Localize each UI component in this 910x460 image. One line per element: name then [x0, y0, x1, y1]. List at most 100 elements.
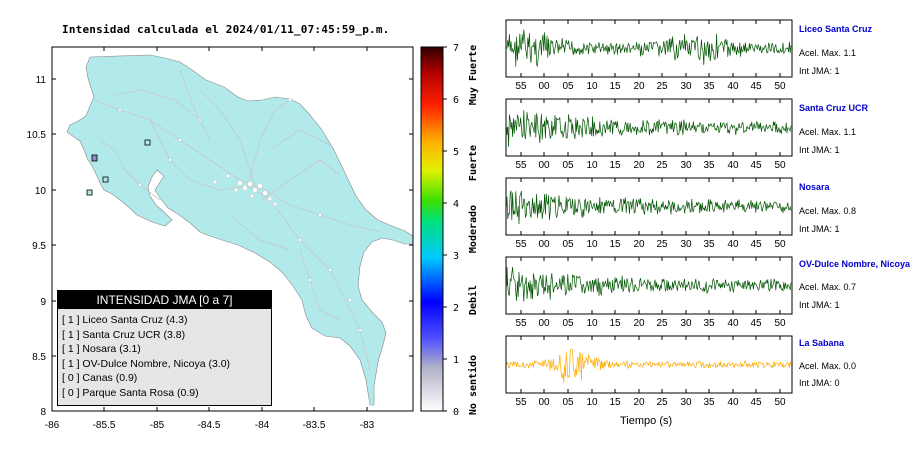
time-tick-label: 10 — [586, 239, 598, 250]
time-tick-label: 20 — [633, 239, 645, 250]
time-tick-label: 05 — [562, 160, 574, 171]
time-tick-label: 10 — [586, 81, 598, 92]
time-tick-label: 45 — [750, 239, 762, 250]
time-tick-label: 15 — [609, 397, 621, 408]
colorbar-category-label: Fuerte — [468, 145, 479, 181]
map-x-axis: -86 -85.5 -85 -84.5 -84 -83.5 -83 — [45, 47, 375, 431]
time-tick-label: 30 — [680, 81, 692, 92]
time-tick-label: 35 — [703, 81, 715, 92]
time-tick-label: 25 — [656, 239, 668, 250]
time-tick-label: 30 — [680, 160, 692, 171]
time-tick-label: 35 — [703, 239, 715, 250]
time-tick-label: 50 — [774, 160, 786, 171]
time-tick-label: 00 — [538, 160, 550, 171]
time-tick-label: 45 — [750, 81, 762, 92]
map-frame — [51, 46, 414, 412]
time-tick-label: 55 — [515, 318, 527, 329]
station-max-accel: Acel. Max. 0.8 — [799, 206, 857, 216]
colorbar-tick-label: 6 — [453, 95, 459, 106]
waveform-panel: 55 00 05 10 15 20 25 30 35 40 45 50 — [505, 19, 793, 92]
time-tick-label: 15 — [609, 81, 621, 92]
colorbar-labels: No sentido Debil Moderado Fuerte Muy Fuerte — [467, 45, 479, 415]
map-y-tick-label: 11 — [36, 75, 47, 86]
time-tick-label: 55 — [515, 160, 527, 171]
station-name: Santa Cruz UCR — [799, 103, 869, 113]
time-tick-label: 25 — [656, 318, 668, 329]
colorbar-category-label: Debil — [467, 285, 479, 315]
station-marker-canas — [144, 139, 151, 146]
colorbar-tick-label: 3 — [453, 251, 459, 262]
time-tick-label: 15 — [609, 239, 621, 250]
map-x-tick-label: -84.5 — [198, 420, 221, 431]
waveform-trace — [506, 29, 792, 67]
time-tick-label: 20 — [633, 318, 645, 329]
map-x-tick-label: -83.5 — [303, 420, 326, 431]
colorbar-ticks: 0 1 2 3 4 5 6 7 — [443, 43, 459, 418]
time-tick-label: 35 — [703, 397, 715, 408]
colorbar-tick-label: 7 — [453, 43, 459, 54]
land-shape — [66, 54, 413, 406]
colorbar-category-label: No sentido — [467, 355, 479, 415]
time-tick-label: 00 — [538, 81, 550, 92]
map-title: Intensidad calculada el 2024/01/11_07:45… — [62, 23, 390, 36]
station-jma-intensity: Int JMA: 0 — [799, 378, 840, 388]
waveform-trace — [506, 266, 792, 302]
intensity-colorbar — [420, 46, 444, 412]
time-tick-label: 35 — [703, 160, 715, 171]
legend-row: [ 1 ] Liceo Santa Cruz (4.3) — [62, 314, 188, 326]
time-tick-label: 45 — [750, 160, 762, 171]
time-tick-label: 50 — [774, 318, 786, 329]
time-tick-label: 10 — [586, 397, 598, 408]
station-marker-santa-cruz — [91, 154, 98, 162]
time-tick-label: 35 — [703, 318, 715, 329]
time-tick-label: 55 — [515, 81, 527, 92]
time-axis-label: Tiempo (s) — [620, 415, 673, 427]
waveform-trace — [506, 348, 792, 383]
time-tick-label: 45 — [750, 397, 762, 408]
colorbar-tick-label: 1 — [453, 355, 459, 366]
time-tick-label: 25 — [656, 160, 668, 171]
legend-row: [ 0 ] Parque Santa Rosa (0.9) — [62, 386, 199, 399]
map-x-tick-label: -83 — [360, 420, 375, 431]
station-jma-intensity: Int JMA: 1 — [799, 300, 840, 310]
legend-row: [ 1 ] OV-Dulce Nombre, Nicoya (3.0) — [62, 357, 231, 370]
legend-list: [ 1 ] Liceo Santa Cruz (4.3) [ 1 ] Santa… — [58, 309, 271, 400]
time-tick-label: 05 — [562, 318, 574, 329]
time-tick-label: 05 — [562, 239, 574, 250]
colorbar-tick-label: 4 — [453, 199, 459, 210]
time-tick-label: 00 — [538, 397, 550, 408]
legend-row: [ 0 ] Canas (0.9) — [62, 372, 138, 384]
station-max-accel: Acel. Max. 1.1 — [799, 127, 857, 137]
time-tick-label: 15 — [609, 160, 621, 171]
station-max-accel: Acel. Max. 1.1 — [799, 48, 857, 58]
costa-rica-map — [66, 54, 413, 406]
time-tick-label: 10 — [586, 160, 598, 171]
time-tick-label: 05 — [562, 81, 574, 92]
time-tick-label: 50 — [774, 81, 786, 92]
map-y-tick-label: 9.5 — [32, 241, 46, 252]
map-y-tick-label: 8 — [40, 407, 46, 418]
colorbar-tick-label: 0 — [453, 407, 459, 418]
time-tick-label: 15 — [609, 318, 621, 329]
time-tick-label: 40 — [727, 397, 739, 408]
time-tick-label: 00 — [538, 239, 550, 250]
time-tick-label: 40 — [727, 239, 739, 250]
time-tick-label: 40 — [727, 81, 739, 92]
map-x-tick-label: -86 — [45, 420, 60, 431]
time-tick-label: 25 — [656, 397, 668, 408]
waveform-panel: 55 00 05 10 15 20 25 30 35 40 45 50 — [505, 177, 793, 250]
time-tick-label: 40 — [727, 160, 739, 171]
waveform-panels: 55 00 05 10 15 20 25 30 35 40 45 50 55 00 05 10 15 20 25 30… — [505, 19, 793, 408]
waveform-panel: 55 00 05 10 15 20 25 30 35 40 45 50 — [505, 335, 793, 408]
colorbar-category-label: Muy Fuerte — [468, 45, 479, 105]
time-tick-label: 40 — [727, 318, 739, 329]
waveform-panel: 55 00 05 10 15 20 25 30 35 40 45 50 — [505, 98, 793, 171]
legend-header: INTENSIDAD JMA [0 a 7] — [58, 291, 271, 309]
colorbar-tick-label: 2 — [453, 303, 459, 314]
time-tick-label: 30 — [680, 318, 692, 329]
map-x-tick-label: -85.5 — [93, 420, 116, 431]
time-tick-label: 20 — [633, 81, 645, 92]
map-y-tick-label: 9 — [40, 297, 46, 308]
station-markers — [86, 139, 151, 196]
time-tick-label: 30 — [680, 239, 692, 250]
